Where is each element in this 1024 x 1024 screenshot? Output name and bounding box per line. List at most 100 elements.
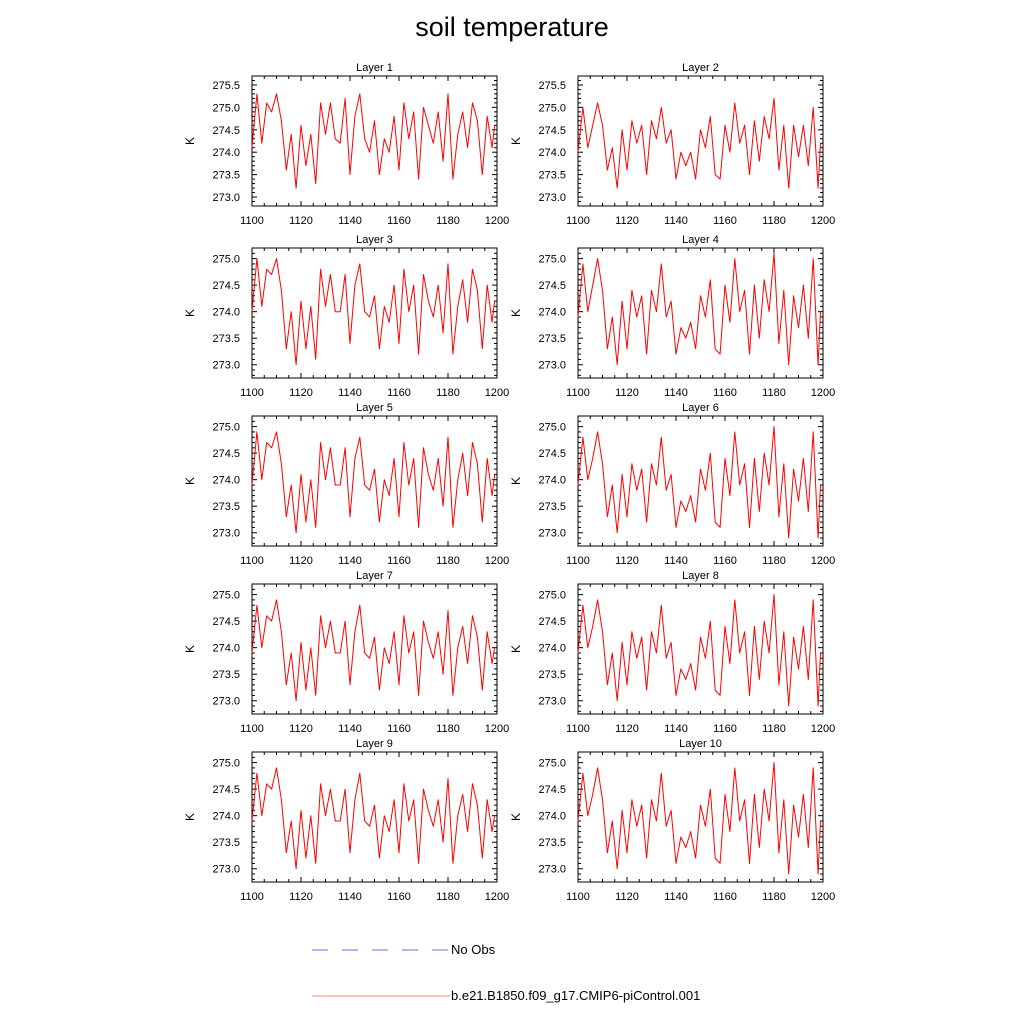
y-tick-label: 273.5 (212, 669, 240, 681)
series-line-model (577, 762, 821, 875)
y-tick-label: 275.0 (538, 102, 566, 114)
chart-panel-layer-6: Layer 6 K 1100 1120 1140 1160 1180 1200 273.0 273… (509, 402, 835, 567)
x-tick-label: 1160 (387, 891, 411, 903)
y-tick-label: 274.5 (212, 280, 240, 292)
x-tick-label: 1120 (615, 387, 639, 399)
x-tick-label: 1100 (240, 555, 264, 567)
y-tick-label: 273.5 (212, 501, 240, 513)
y-tick-label: 274.5 (212, 125, 240, 137)
panel-title: Layer 1 (356, 62, 393, 74)
page-title: soil temperature (415, 12, 609, 42)
x-tick-label: 1100 (566, 215, 590, 227)
y-tick-label: 273.0 (212, 696, 240, 708)
panel-title: Layer 3 (356, 234, 393, 246)
x-tick-label: 1200 (811, 555, 835, 567)
series-line-model (251, 431, 496, 534)
plot-frame (251, 75, 498, 207)
panel-title: Layer 7 (356, 570, 393, 582)
x-tick-label: 1100 (240, 723, 264, 735)
chart-panel-layer-3: Layer 3 K 1100 1120 1140 1160 1180 1200 273.0 273… (183, 234, 509, 399)
y-axis-label: K (509, 137, 523, 145)
series-line-model (577, 594, 821, 707)
legend-obs-dash (312, 949, 448, 951)
x-tick-label: 1180 (762, 215, 786, 227)
x-tick-label: 1100 (566, 723, 590, 735)
x-tick-label: 1140 (664, 215, 688, 227)
y-tick-label: 274.0 (212, 307, 240, 319)
legend-model-line (312, 995, 450, 997)
y-tick-label: 275.5 (212, 80, 240, 92)
y-tick-label: 275.0 (212, 422, 240, 434)
x-tick-label: 1140 (338, 555, 362, 567)
y-axis-label: K (183, 813, 197, 821)
x-tick-label: 1120 (289, 555, 313, 567)
legend-model-label: b.e21.B1850.f09_g17.CMIP6-piControl.001 (451, 988, 701, 1003)
y-tick-label: 273.0 (212, 864, 240, 876)
x-tick-label: 1120 (289, 387, 313, 399)
x-tick-label: 1100 (240, 891, 264, 903)
y-tick-label: 274.5 (212, 616, 240, 628)
x-tick-label: 1180 (762, 387, 786, 399)
y-tick-label: 274.0 (538, 475, 566, 487)
y-tick-label: 275.0 (538, 758, 566, 770)
series-line-model (577, 252, 821, 366)
plot-frame (577, 583, 824, 715)
y-tick-label: 275.5 (538, 80, 566, 92)
y-tick-label: 274.5 (212, 448, 240, 460)
plot-frame (251, 583, 498, 715)
y-tick-label: 273.0 (212, 192, 240, 204)
y-tick-label: 273.0 (538, 360, 566, 372)
y-tick-label: 274.0 (212, 475, 240, 487)
series-line-model (577, 426, 821, 539)
legend-obs-label: No Obs (451, 942, 496, 957)
y-tick-label: 273.5 (538, 669, 566, 681)
y-axis-label: K (509, 813, 523, 821)
y-axis-label: K (183, 645, 197, 653)
chart-panel-layer-2: Layer 2 K 1100 1120 1140 1160 1180 1200 273.0 273… (509, 62, 835, 227)
chart-panel-layer-9: Layer 9 K 1100 1120 1140 1160 1180 1200 273.0 273… (183, 738, 509, 903)
y-tick-label: 273.5 (538, 501, 566, 513)
series-line-model (251, 767, 496, 870)
plot-frame (251, 751, 498, 883)
x-tick-label: 1140 (664, 891, 688, 903)
plot-frame (577, 247, 824, 379)
x-tick-label: 1160 (387, 723, 411, 735)
y-tick-label: 274.0 (538, 147, 566, 159)
x-tick-label: 1120 (289, 723, 313, 735)
x-tick-label: 1140 (664, 555, 688, 567)
x-tick-label: 1100 (240, 387, 264, 399)
x-tick-label: 1160 (387, 387, 411, 399)
x-tick-label: 1120 (615, 215, 639, 227)
chart-panel-layer-5: Layer 5 K 1100 1120 1140 1160 1180 1200 273.0 273… (183, 402, 509, 567)
x-tick-label: 1140 (664, 387, 688, 399)
y-tick-label: 273.5 (538, 333, 566, 345)
y-tick-label: 273.0 (538, 864, 566, 876)
y-tick-label: 275.0 (212, 590, 240, 602)
y-tick-label: 275.0 (212, 102, 240, 114)
y-tick-label: 273.0 (212, 360, 240, 372)
panel-title: Layer 9 (356, 738, 393, 750)
y-tick-label: 274.0 (538, 643, 566, 655)
y-tick-label: 273.5 (212, 333, 240, 345)
panel-title: Layer 8 (682, 570, 719, 582)
panel-title: Layer 6 (682, 402, 719, 414)
y-tick-label: 275.0 (212, 758, 240, 770)
y-tick-label: 274.5 (538, 448, 566, 460)
series-line-model (251, 93, 496, 189)
x-tick-label: 1180 (436, 723, 460, 735)
plot-frame (577, 75, 824, 207)
y-tick-label: 273.0 (212, 528, 240, 540)
x-tick-label: 1180 (436, 215, 460, 227)
x-tick-label: 1160 (387, 215, 411, 227)
y-axis-label: K (509, 645, 523, 653)
y-tick-label: 275.0 (538, 254, 566, 266)
x-tick-label: 1100 (566, 891, 590, 903)
x-tick-label: 1200 (811, 723, 835, 735)
y-axis-label: K (509, 309, 523, 317)
panel-title: Layer 5 (356, 402, 393, 414)
x-tick-label: 1160 (713, 891, 737, 903)
x-tick-label: 1180 (762, 555, 786, 567)
y-tick-label: 274.5 (538, 616, 566, 628)
x-tick-label: 1160 (713, 555, 737, 567)
